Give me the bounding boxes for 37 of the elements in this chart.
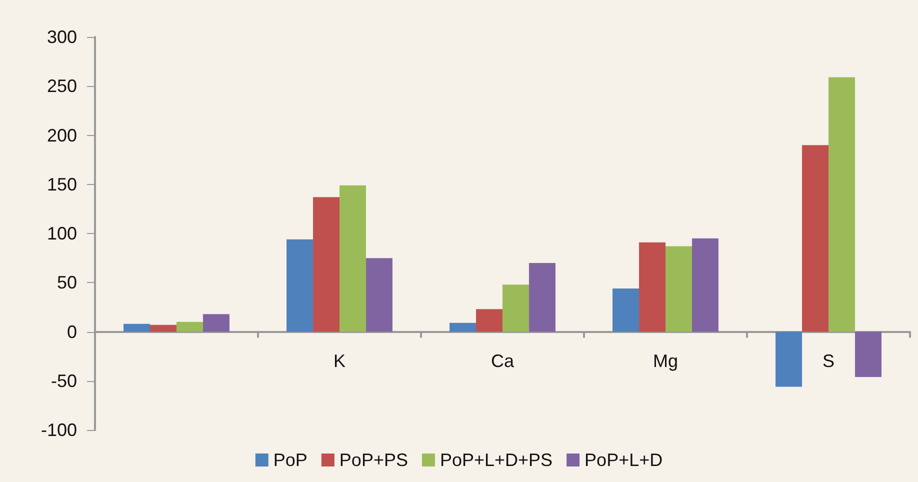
bar [854, 332, 882, 377]
bar [202, 314, 230, 332]
legend-label: PoP [273, 450, 308, 470]
y-tick-label: 300 [46, 27, 77, 47]
bar [612, 288, 640, 332]
legend-label: PoP+L+D+PS [440, 450, 553, 470]
x-tick-label: S [822, 351, 835, 371]
legend-label: PoP+L+D [584, 450, 663, 470]
y-tick-label: 0 [66, 322, 77, 342]
bar [286, 239, 314, 332]
bar [124, 324, 150, 332]
bar [366, 258, 392, 332]
bar [340, 185, 366, 332]
bar [639, 242, 666, 332]
bar [176, 322, 203, 332]
y-tick-label: 100 [46, 224, 77, 244]
y-tick-label: 150 [46, 174, 77, 194]
bar [692, 238, 718, 332]
y-tick-label: -100 [40, 420, 77, 440]
bar [776, 332, 802, 387]
legend-label: PoP+PS [339, 450, 408, 470]
x-tick-label: K [333, 351, 346, 371]
y-tick-label: 200 [46, 125, 77, 146]
y-tick-label: 50 [56, 272, 77, 293]
bar [313, 197, 340, 332]
bar [150, 324, 176, 332]
x-tick-label: Mg [652, 351, 678, 371]
bar [828, 77, 855, 332]
bar [802, 145, 828, 332]
bar [476, 309, 502, 332]
bar [502, 284, 529, 332]
bar [528, 262, 556, 332]
x-tick-label: Ca [490, 351, 515, 371]
y-tick-label: -50 [50, 370, 77, 391]
y-tick-label: 250 [46, 76, 77, 96]
bar [450, 322, 476, 332]
bar [666, 246, 692, 332]
